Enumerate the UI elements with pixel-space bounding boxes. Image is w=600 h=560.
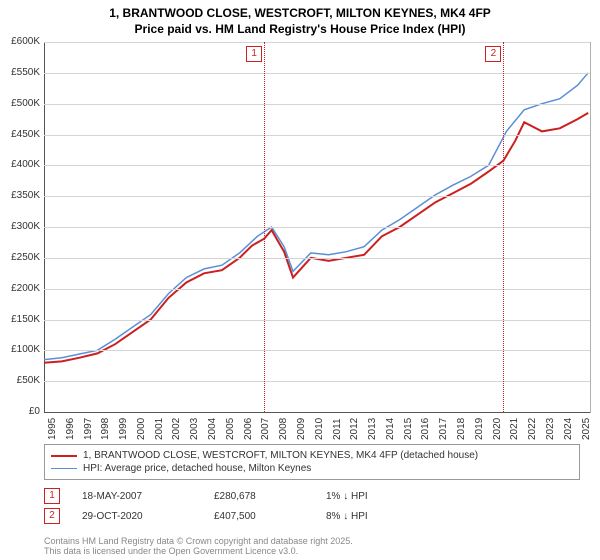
legend-swatch bbox=[51, 455, 77, 457]
transaction-date: 29-OCT-2020 bbox=[82, 511, 192, 522]
transaction-date: 18-MAY-2007 bbox=[82, 491, 192, 502]
title-line-2: Price paid vs. HM Land Registry's House … bbox=[0, 22, 600, 38]
footer-line-2: This data is licensed under the Open Gov… bbox=[44, 546, 353, 556]
x-tick-label: 1995 bbox=[47, 418, 58, 440]
x-tick-label: 1996 bbox=[65, 418, 76, 440]
x-tick-label: 2000 bbox=[136, 418, 147, 440]
y-tick-label: £500K bbox=[0, 98, 40, 109]
x-tick-label: 2003 bbox=[189, 418, 200, 440]
y-tick-label: £100K bbox=[0, 344, 40, 355]
marker-vline bbox=[264, 42, 265, 412]
x-tick-label: 2015 bbox=[403, 418, 414, 440]
gridline bbox=[44, 196, 590, 197]
footer-line-1: Contains HM Land Registry data © Crown c… bbox=[44, 536, 353, 546]
x-tick-label: 2012 bbox=[349, 418, 360, 440]
x-tick-label: 2021 bbox=[509, 418, 520, 440]
y-tick-label: £250K bbox=[0, 252, 40, 263]
transaction-badge: 2 bbox=[44, 508, 60, 524]
x-tick-label: 2007 bbox=[260, 418, 271, 440]
x-tick-label: 2013 bbox=[367, 418, 378, 440]
y-tick-label: £300K bbox=[0, 221, 40, 232]
gridline bbox=[44, 258, 590, 259]
transactions-table: 1 18-MAY-2007 £280,678 1% ↓ HPI 2 29-OCT-2020… bbox=[44, 486, 580, 526]
gridline bbox=[44, 289, 590, 290]
y-tick-label: £150K bbox=[0, 314, 40, 325]
x-tick-label: 2014 bbox=[385, 418, 396, 440]
transaction-row: 2 29-OCT-2020 £407,500 8% ↓ HPI bbox=[44, 506, 580, 526]
x-tick-label: 2018 bbox=[456, 418, 467, 440]
legend: 1, BRANTWOOD CLOSE, WESTCROFT, MILTON KE… bbox=[44, 444, 580, 480]
marker-vline bbox=[503, 42, 504, 412]
legend-label: HPI: Average price, detached house, Milt… bbox=[83, 463, 311, 474]
x-tick-label: 2019 bbox=[474, 418, 485, 440]
gridline bbox=[44, 227, 590, 228]
x-tick-label: 2011 bbox=[332, 418, 343, 440]
marker-badge: 2 bbox=[485, 46, 501, 62]
transaction-delta: 1% ↓ HPI bbox=[326, 491, 368, 502]
y-tick-label: £350K bbox=[0, 190, 40, 201]
y-tick-label: £400K bbox=[0, 159, 40, 170]
gridline bbox=[44, 350, 590, 351]
y-tick-label: £550K bbox=[0, 67, 40, 78]
gridline bbox=[44, 165, 590, 166]
title-line-1: 1, BRANTWOOD CLOSE, WESTCROFT, MILTON KE… bbox=[0, 6, 600, 22]
gridline bbox=[44, 73, 590, 74]
transaction-price: £280,678 bbox=[214, 491, 304, 502]
x-tick-label: 2009 bbox=[296, 418, 307, 440]
x-tick-label: 2023 bbox=[545, 418, 556, 440]
chart-title: 1, BRANTWOOD CLOSE, WESTCROFT, MILTON KE… bbox=[0, 0, 600, 37]
x-tick-label: 2010 bbox=[314, 418, 325, 440]
x-tick-label: 2002 bbox=[171, 418, 182, 440]
x-tick-label: 1997 bbox=[83, 418, 94, 440]
gridline bbox=[44, 104, 590, 105]
x-axis bbox=[44, 412, 590, 413]
gridline bbox=[44, 320, 590, 321]
y-tick-label: £0 bbox=[0, 406, 40, 417]
x-tick-label: 2006 bbox=[243, 418, 254, 440]
x-tick-label: 2024 bbox=[563, 418, 574, 440]
transaction-delta: 8% ↓ HPI bbox=[326, 511, 368, 522]
gridline bbox=[44, 381, 590, 382]
series-line bbox=[44, 113, 588, 363]
x-tick-label: 2017 bbox=[438, 418, 449, 440]
x-tick-label: 2001 bbox=[154, 418, 165, 440]
transaction-row: 1 18-MAY-2007 £280,678 1% ↓ HPI bbox=[44, 486, 580, 506]
legend-item: HPI: Average price, detached house, Milt… bbox=[51, 462, 573, 475]
legend-swatch bbox=[51, 468, 77, 469]
legend-item: 1, BRANTWOOD CLOSE, WESTCROFT, MILTON KE… bbox=[51, 449, 573, 462]
x-tick-label: 1999 bbox=[118, 418, 129, 440]
price-chart: { "title_line1": "1, BRANTWOOD CLOSE, WE… bbox=[0, 0, 600, 560]
footer-text: Contains HM Land Registry data © Crown c… bbox=[44, 536, 353, 556]
legend-label: 1, BRANTWOOD CLOSE, WESTCROFT, MILTON KE… bbox=[83, 450, 478, 461]
x-tick-label: 2025 bbox=[581, 418, 592, 440]
x-tick-label: 2020 bbox=[492, 418, 503, 440]
x-tick-label: 2022 bbox=[527, 418, 538, 440]
transaction-badge: 1 bbox=[44, 488, 60, 504]
series-line bbox=[44, 73, 588, 360]
y-tick-label: £600K bbox=[0, 36, 40, 47]
x-tick-label: 2004 bbox=[207, 418, 218, 440]
gridline bbox=[44, 135, 590, 136]
x-tick-label: 2016 bbox=[420, 418, 431, 440]
x-tick-label: 1998 bbox=[100, 418, 111, 440]
y-tick-label: £450K bbox=[0, 129, 40, 140]
transaction-price: £407,500 bbox=[214, 511, 304, 522]
y-tick-label: £200K bbox=[0, 283, 40, 294]
y-tick-label: £50K bbox=[0, 375, 40, 386]
x-tick-label: 2005 bbox=[225, 418, 236, 440]
marker-badge: 1 bbox=[246, 46, 262, 62]
x-tick-label: 2008 bbox=[278, 418, 289, 440]
gridline bbox=[44, 42, 590, 43]
